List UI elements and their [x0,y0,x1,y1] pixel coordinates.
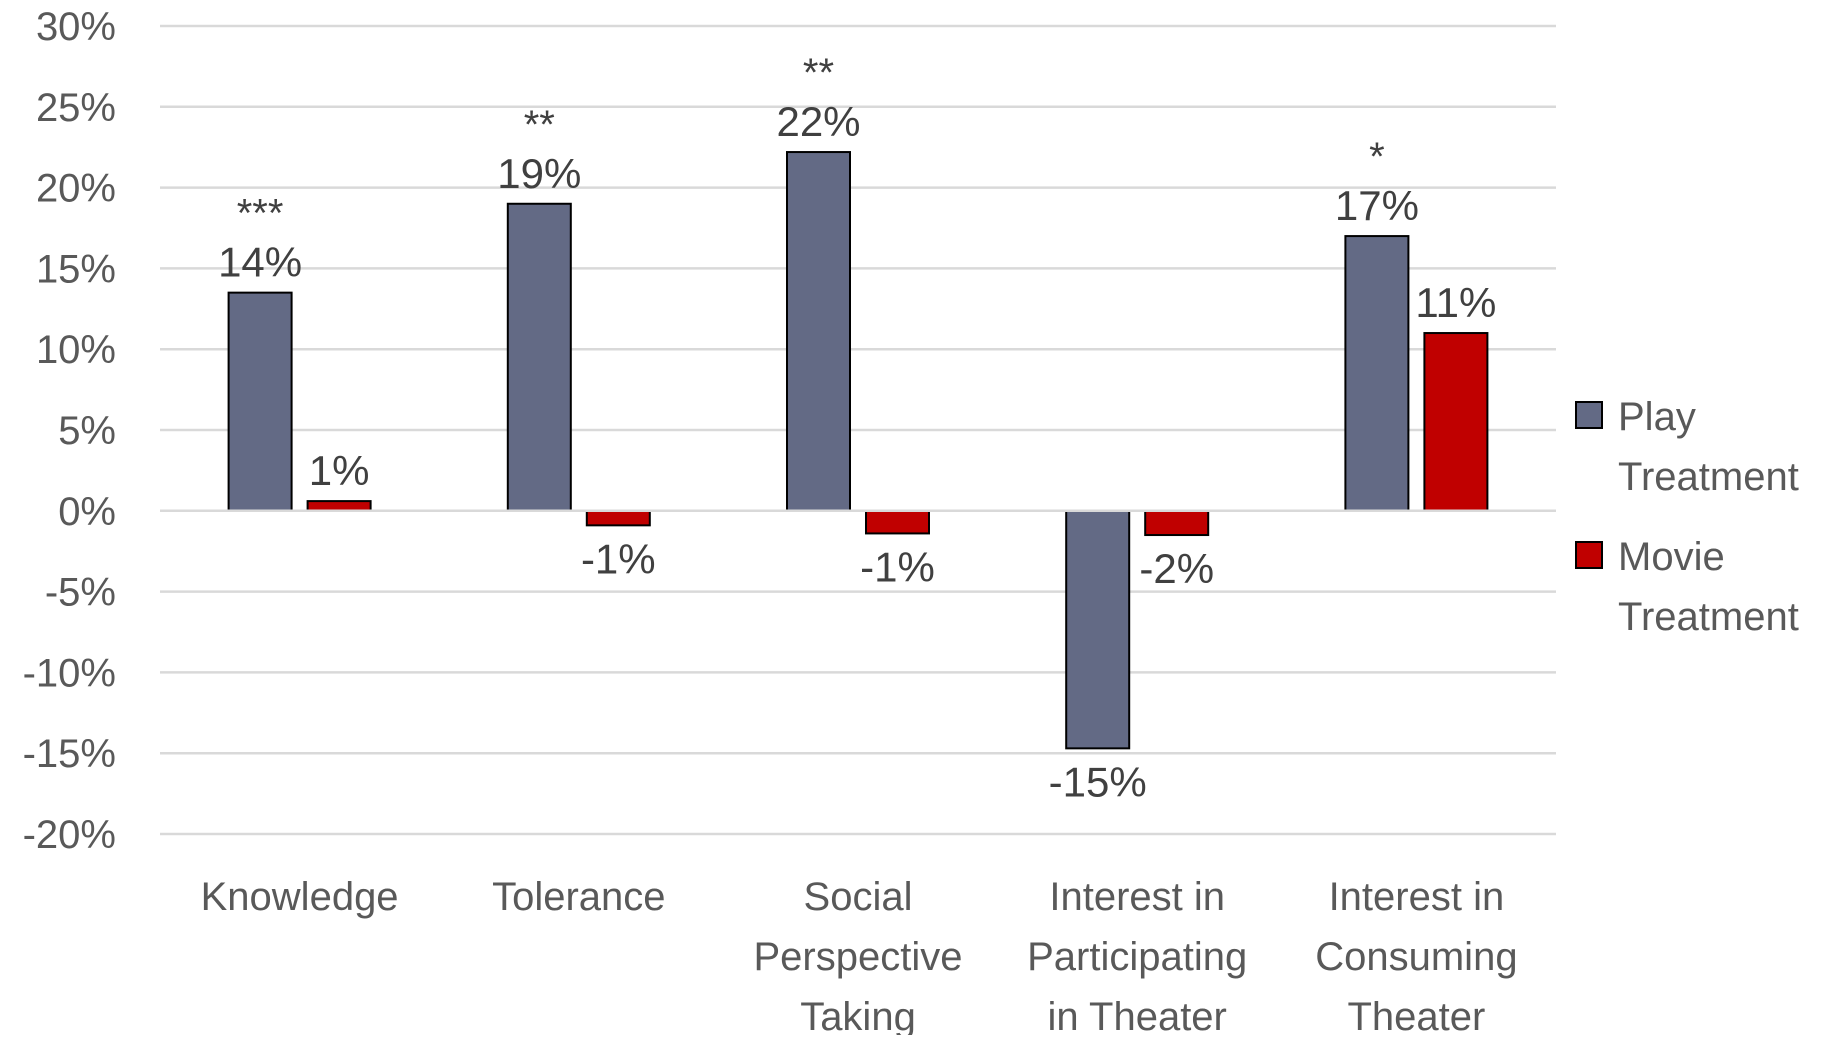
x-category-label: Knowledge [201,875,399,919]
legend-swatch [1575,401,1603,429]
y-tick-label: 15% [36,247,116,291]
legend-label-line: Treatment [1618,455,1799,499]
x-category-label-line: Social [804,875,913,919]
significance-stars: ** [803,51,834,95]
data-label: -15% [1049,758,1147,805]
bar-play [786,151,851,512]
data-label: 19% [497,150,581,197]
data-label: -1% [581,535,656,582]
x-category-label: Interest in Consuming Theater [1315,875,1517,1035]
x-category-label: Tolerance [492,875,665,919]
legend-label: Play Treatment [1618,395,1799,499]
bar-play [227,291,293,512]
x-category-label-line: Taking [800,995,916,1035]
data-label: 1% [309,447,370,494]
bar-movie [585,509,651,527]
x-category-label-line: Participating [1027,935,1247,979]
y-tick-label: -10% [23,651,116,695]
bar-movie [865,509,930,535]
bar-play [1065,509,1131,750]
x-category-label: Interest in Participating in Theater [1027,875,1247,1035]
y-tick-label: 5% [58,409,116,453]
y-tick-label: 10% [36,328,116,372]
data-label: 11% [1415,279,1496,326]
data-label: 14% [218,239,302,286]
x-category-label-line: Perspective [754,935,963,979]
x-category-label-line: Knowledge [201,875,399,919]
legend-swatch [1575,541,1603,569]
x-category-label-line: in Theater [1048,995,1227,1035]
y-tick-label: 0% [58,490,116,534]
bar-play [506,202,572,512]
y-tick-label: 25% [36,86,116,130]
x-category-label-line: Theater [1347,995,1485,1035]
y-tick-label: -20% [23,813,116,857]
x-category-label: Social Perspective Taking [754,875,963,1035]
data-label: -2% [1139,545,1214,592]
data-label: -1% [860,543,935,590]
x-category-label-line: Tolerance [492,875,665,919]
y-tick-label: -5% [45,571,116,615]
bar-play [1344,235,1410,512]
significance-stars: ** [524,103,555,147]
bar-movie [1423,332,1489,512]
data-label: 22% [776,98,860,145]
legend-label-line: Treatment [1618,595,1799,639]
y-tick-label: 30% [36,5,116,49]
y-tick-label: 20% [36,167,116,211]
legend-label-line: Play [1618,395,1696,439]
x-category-label-line: Interest in [1049,875,1225,919]
significance-stars: *** [237,192,284,236]
legend-label: Movie Treatment [1618,535,1799,639]
bar-movie [1144,509,1210,537]
bar-movie [306,500,372,512]
y-tick-label: -15% [23,732,116,776]
data-label: 17% [1335,182,1419,229]
x-category-label-line: Interest in [1329,875,1505,919]
x-category-label-line: Consuming [1315,935,1517,979]
legend-label-line: Movie [1618,535,1725,579]
significance-stars: * [1369,135,1385,179]
